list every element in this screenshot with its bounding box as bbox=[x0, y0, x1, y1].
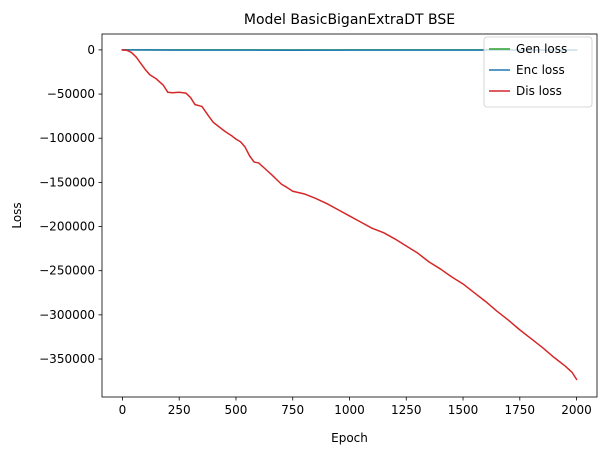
x-tick-label: 1000 bbox=[334, 403, 365, 417]
y-tick-label: −100000 bbox=[39, 131, 95, 145]
y-axis-ticks: 0 −50000 −100000 −150000 −200000 −250000 −3000… bbox=[39, 43, 102, 366]
x-tick-label: 1500 bbox=[448, 403, 479, 417]
x-tick-label: 750 bbox=[281, 403, 304, 417]
legend-label: Gen loss bbox=[516, 42, 567, 56]
x-tick-label: 0 bbox=[119, 403, 127, 417]
y-tick-label: 0 bbox=[87, 43, 95, 57]
plot-frame bbox=[101, 33, 598, 398]
y-tick-label: −350000 bbox=[39, 352, 95, 366]
y-tick-label: −50000 bbox=[47, 87, 95, 101]
x-tick-label: 500 bbox=[225, 403, 248, 417]
y-tick-label: −250000 bbox=[39, 264, 95, 278]
y-tick-label: −300000 bbox=[39, 308, 95, 322]
x-tick-label: 2000 bbox=[561, 403, 592, 417]
legend: Gen loss Enc loss Dis loss bbox=[483, 36, 593, 108]
x-tick-label: 250 bbox=[168, 403, 191, 417]
series-line-dis-loss bbox=[121, 49, 578, 381]
x-tick-label: 1750 bbox=[505, 403, 536, 417]
x-axis-label: Epoch bbox=[331, 431, 368, 445]
chart-title: Model BasicBiganExtraDT BSE bbox=[244, 12, 455, 28]
legend-box bbox=[483, 36, 593, 108]
x-tick-label: 1250 bbox=[391, 403, 422, 417]
y-axis-label: Loss bbox=[10, 202, 24, 228]
y-tick-label: −200000 bbox=[39, 220, 95, 234]
x-axis-ticks: 0 250 500 750 1000 1250 1500 1750 2000 bbox=[119, 397, 592, 417]
legend-label: Dis loss bbox=[516, 84, 562, 98]
y-tick-label: −150000 bbox=[39, 175, 95, 189]
legend-label: Enc loss bbox=[516, 63, 565, 77]
